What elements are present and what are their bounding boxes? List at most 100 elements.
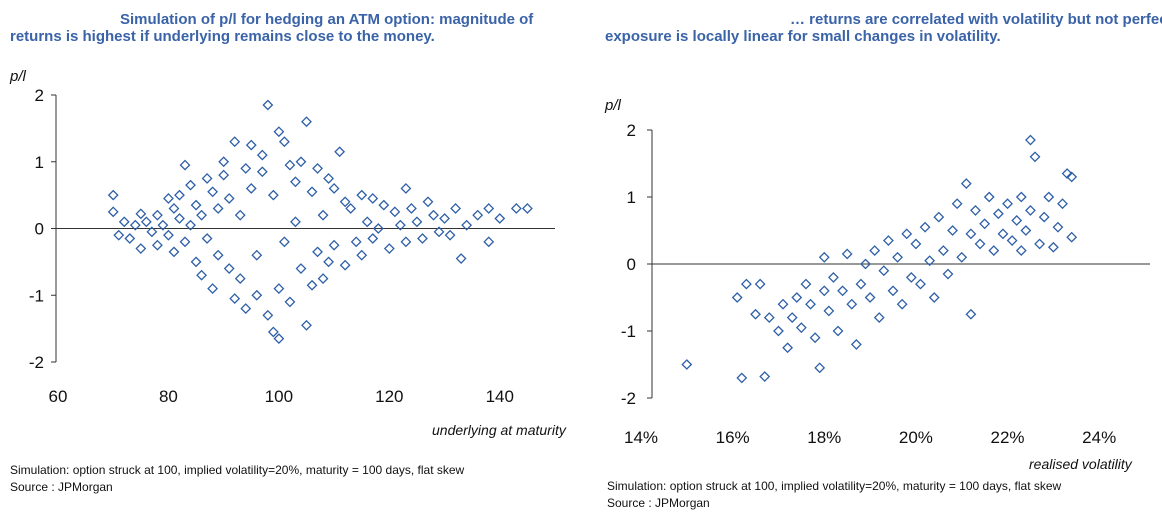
- scatter-point: [832, 325, 844, 337]
- scatter-point: [383, 243, 395, 254]
- scatter-point: [400, 236, 412, 248]
- scatter-point: [273, 126, 285, 138]
- scatter-point: [406, 203, 417, 214]
- left-title-line-2: returns is highest if underlying remains…: [10, 28, 435, 45]
- scatter-point: [168, 203, 180, 214]
- scatter-point: [185, 219, 196, 231]
- scatter-point: [278, 136, 290, 148]
- scatter-point: [1002, 198, 1013, 210]
- scatter-point: [245, 183, 257, 194]
- scatter-point: [240, 163, 252, 174]
- scatter-point: [179, 236, 191, 248]
- scatter-point: [229, 136, 241, 148]
- scatter-point: [251, 249, 263, 261]
- scatter-point: [1015, 245, 1027, 257]
- scatter-point: [345, 203, 357, 214]
- scatter-point: [328, 239, 340, 251]
- scatter-point: [1029, 151, 1041, 163]
- scatter-point: [736, 372, 748, 384]
- scatter-point: [312, 246, 323, 258]
- scatter-point: [494, 213, 506, 224]
- y-axis-label: p/l: [604, 97, 622, 114]
- scatter-point: [450, 203, 462, 214]
- scatter-point: [882, 235, 894, 246]
- x-tick-label: 100: [265, 387, 293, 406]
- scatter-point: [970, 204, 981, 216]
- scatter-point: [988, 245, 1000, 257]
- y-tick-label: -2: [29, 353, 44, 372]
- right-chart-panel: … returns are correlated with volatility…: [585, 0, 1162, 517]
- y-tick-label: 2: [35, 86, 44, 105]
- scatter-point: [207, 283, 219, 294]
- scatter-point: [190, 256, 202, 268]
- right-footnote: Simulation: option struck at 100, implie…: [607, 478, 1061, 512]
- scatter-point: [1034, 238, 1046, 250]
- scatter-point: [251, 289, 263, 301]
- scatter-point: [135, 208, 147, 220]
- left-chart-title: Simulation of p/l for hedging an ATM opt…: [10, 11, 533, 45]
- y-tick-label: 2: [627, 121, 636, 140]
- scatter-point: [983, 191, 995, 203]
- scatter-point: [245, 139, 257, 151]
- scatter-point: [394, 219, 406, 231]
- scatter-point: [483, 236, 495, 248]
- scatter-point: [422, 196, 434, 208]
- scatter-point: [417, 233, 428, 244]
- scatter-point: [146, 226, 158, 238]
- scatter-point: [965, 228, 977, 240]
- scatter-point: [992, 208, 1004, 220]
- scatter-point: [461, 219, 473, 231]
- scatter-point: [910, 238, 922, 250]
- scatter-point: [818, 251, 830, 263]
- scatter-point: [411, 216, 423, 228]
- scatter-point: [818, 285, 830, 297]
- scatter-point: [433, 226, 445, 238]
- scatter-point: [284, 159, 296, 171]
- left-title-line-1: Simulation of p/l for hedging an ATM opt…: [120, 11, 534, 28]
- scatter-point: [107, 189, 119, 201]
- scatter-point: [1015, 191, 1027, 203]
- scatter-point: [997, 228, 1009, 240]
- scatter-point: [118, 216, 130, 228]
- scatter-point: [306, 279, 318, 291]
- scatter-point: [273, 283, 285, 294]
- scatter-point: [1025, 134, 1036, 146]
- y-tick-label: -1: [29, 286, 44, 305]
- right-chart-title: … returns are correlated with volatility…: [605, 11, 1162, 45]
- scatter-point: [240, 303, 252, 315]
- x-tick-label: 80: [159, 387, 178, 406]
- scatter-point: [892, 251, 904, 263]
- scatter-point: [510, 203, 522, 214]
- scatter-point: [1066, 231, 1078, 243]
- scatter-point: [135, 243, 147, 254]
- scatter-point: [151, 239, 163, 251]
- x-tick-label: 60: [49, 387, 68, 406]
- scatter-point: [301, 319, 312, 331]
- right-footnote-line-1: Simulation: option struck at 100, implie…: [607, 479, 1062, 493]
- scatter-point: [809, 332, 821, 344]
- scatter-point: [1061, 168, 1073, 179]
- scatter-point: [455, 253, 467, 264]
- scatter-point: [1011, 215, 1023, 226]
- scatter-point: [234, 209, 246, 221]
- scatter-point: [113, 229, 125, 241]
- scatter-point: [887, 285, 899, 297]
- scatter-point: [190, 199, 202, 211]
- scatter-point: [367, 233, 379, 244]
- scatter-point: [267, 189, 279, 201]
- scatter-point: [979, 218, 991, 230]
- scatter-point: [256, 149, 268, 161]
- scatter-point: [163, 229, 174, 241]
- scatter-point: [750, 308, 761, 320]
- scatter-point: [960, 178, 972, 190]
- y-tick-label: 1: [35, 153, 44, 172]
- scatter-point: [234, 273, 246, 284]
- scatter-point: [163, 193, 174, 204]
- scatter-point: [290, 216, 301, 228]
- scatter-point: [740, 278, 752, 290]
- scatter-point: [306, 186, 318, 198]
- scatter-point: [681, 359, 693, 370]
- scatter-point: [773, 325, 784, 337]
- scatter-point: [157, 219, 169, 231]
- scatter-point: [1043, 191, 1055, 203]
